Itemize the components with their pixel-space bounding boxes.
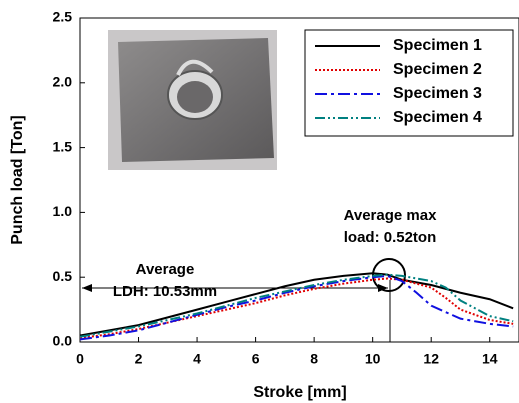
- annotation-text: load: 0.52ton: [344, 229, 437, 246]
- arrow-head: [378, 284, 388, 292]
- x-tick-label: 12: [423, 351, 439, 367]
- x-tick-label: 10: [365, 351, 381, 367]
- y-tick-label: 0.5: [53, 268, 73, 284]
- series-line: [80, 274, 514, 341]
- legend-label: Specimen 4: [393, 109, 482, 126]
- y-tick-label: 2.0: [53, 74, 73, 90]
- x-tick-label: 8: [310, 351, 318, 367]
- legend-label: Specimen 1: [393, 37, 482, 54]
- annotation-ldh: Average LDH: 10.53mm Average max load: 0…: [82, 207, 437, 342]
- y-axis-label: Punch load [Ton]: [9, 115, 26, 244]
- x-tick-label: 4: [193, 351, 201, 367]
- x-tick-label: 6: [252, 351, 260, 367]
- annotation-text: Average max: [344, 207, 437, 224]
- legend-label: Specimen 2: [393, 61, 482, 78]
- y-tick-label: 2.5: [53, 9, 73, 25]
- x-axis-label: Stroke [mm]: [253, 384, 346, 401]
- y-tick-label: 1.5: [53, 138, 73, 154]
- legend-label: Specimen 3: [393, 85, 482, 102]
- series-line: [80, 273, 514, 338]
- x-tick-label: 2: [135, 351, 143, 367]
- plot-frame: [79, 17, 519, 343]
- photo-inset: [108, 30, 277, 170]
- series-line: [80, 277, 514, 340]
- series-group: [80, 272, 514, 341]
- annotation-text: LDH: 10.53mm: [113, 283, 217, 300]
- annotation-text: Average: [136, 261, 195, 278]
- x-tick-label: 0: [76, 351, 84, 367]
- y-tick-label: 0.0: [53, 333, 73, 349]
- x-tick-label: 14: [482, 351, 498, 367]
- arrow-head: [82, 284, 92, 292]
- y-tick-label: 1.0: [53, 203, 73, 219]
- series-line: [80, 272, 514, 337]
